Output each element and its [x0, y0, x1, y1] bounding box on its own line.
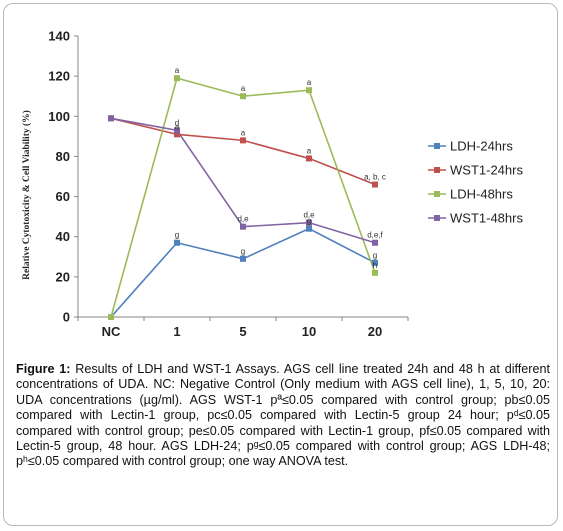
data-point — [240, 223, 246, 230]
line-chart: 0 20 40 60 80 100 120 140 NC 1 5 10 20 Relative Cyt… — [21, 29, 523, 340]
y-axis-ticks: 0 20 40 60 80 100 120 140 — [48, 29, 78, 325]
data-annotation: a — [241, 128, 246, 137]
caption-text: Results of LDH and WST-1 Assays. AGS cel… — [16, 362, 550, 469]
series-points — [108, 75, 378, 320]
y-tick-label: 140 — [48, 29, 70, 44]
legend-label: WST1-48hrs — [450, 211, 523, 226]
data-annotation: a — [307, 146, 312, 155]
legend-swatch-marker — [434, 215, 440, 221]
data-point — [174, 131, 180, 138]
y-tick-label: 20 — [56, 269, 70, 284]
legend-label: LDH-48hrs — [450, 187, 513, 202]
legend-swatch-marker — [434, 143, 440, 149]
y-tick-label: 100 — [48, 109, 70, 124]
data-point — [240, 255, 246, 262]
data-annotation: g — [175, 231, 179, 240]
y-tick-label: 40 — [56, 229, 70, 244]
figure-caption: Figure 1: Results of LDH and WST-1 Assay… — [16, 362, 550, 470]
data-annotation: a — [307, 78, 312, 87]
data-annotation: a, b, c — [364, 173, 386, 182]
data-annotation: d — [175, 118, 179, 127]
data-point — [306, 225, 312, 232]
data-point — [306, 155, 312, 162]
legend-label: LDH-24hrs — [450, 139, 513, 154]
series-line-0 — [110, 227, 376, 318]
data-point — [240, 93, 246, 100]
data-annotation: a — [241, 84, 246, 93]
data-annotation: d,e,f — [367, 231, 383, 240]
y-axis-label: Relative Cytotoxicity & Cell Viability (… — [21, 110, 32, 280]
figure-frame — [3, 3, 558, 526]
data-annotation: a — [175, 66, 180, 75]
data-point — [306, 87, 312, 94]
y-tick-label: 60 — [56, 189, 70, 204]
series-lines — [110, 77, 376, 318]
data-annotation: g — [241, 247, 245, 256]
data-annotation: a — [175, 122, 180, 131]
chart-legend: LDH-24hrs WST1-24hrs LDH-48hrs WST1-48hrs — [428, 139, 523, 226]
data-annotation: g — [307, 217, 311, 226]
x-tick-label: 5 — [239, 324, 246, 339]
x-tick-label: 10 — [302, 324, 316, 339]
data-point — [108, 115, 114, 122]
data-annotation: g — [373, 251, 377, 260]
x-tick-label: 20 — [368, 324, 382, 339]
data-point — [174, 239, 180, 246]
data-point — [240, 137, 246, 144]
x-tick-label: 1 — [173, 324, 180, 339]
x-axis-ticks: NC 1 5 10 20 — [77, 317, 409, 339]
series-line-2 — [110, 77, 376, 318]
y-tick-label: 120 — [48, 69, 70, 84]
caption-label: Figure 1: — [16, 362, 71, 376]
legend-swatch-marker — [434, 191, 440, 197]
data-annotation: h — [373, 261, 377, 270]
data-point — [372, 269, 378, 276]
chart-axes — [77, 36, 408, 318]
data-point — [372, 239, 378, 246]
y-tick-label: 80 — [56, 149, 70, 164]
data-point — [108, 314, 114, 320]
data-annotation: d,e — [303, 211, 315, 220]
data-point — [306, 219, 312, 226]
legend-swatch-marker — [434, 167, 440, 173]
y-tick-label: 0 — [63, 310, 70, 325]
x-tick-label: NC — [102, 324, 121, 339]
legend-label: WST1-24hrs — [450, 163, 523, 178]
data-point — [174, 127, 180, 134]
data-point — [372, 181, 378, 188]
data-point — [174, 75, 180, 82]
data-point — [372, 259, 378, 266]
data-annotation: d,e — [237, 215, 249, 224]
